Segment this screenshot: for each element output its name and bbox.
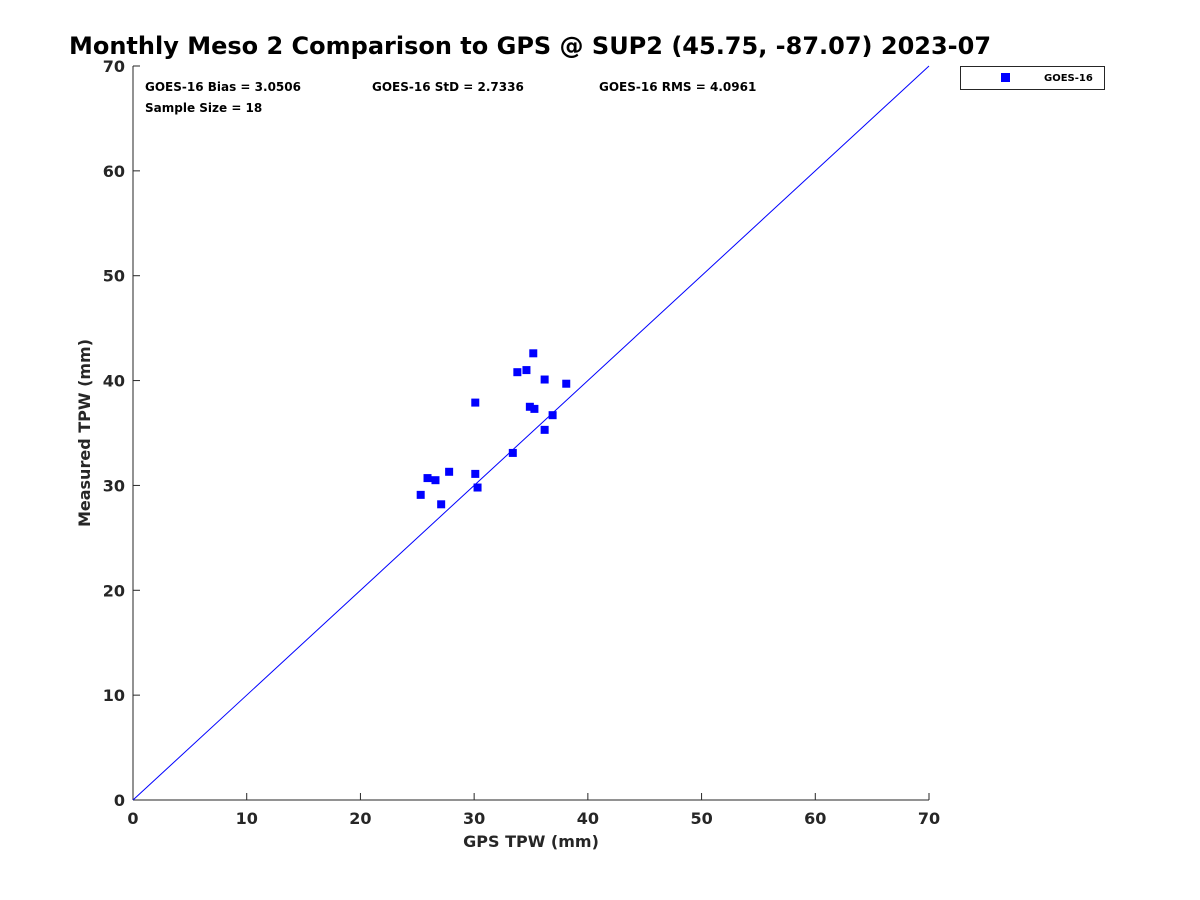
y-tick-label-4: 40 (103, 372, 125, 391)
legend-box (960, 66, 1105, 90)
y-tick-label-7: 70 (103, 57, 125, 76)
data-point-10 (522, 366, 531, 375)
reference-line-group (132, 65, 930, 801)
x-tick-label-3: 30 (463, 809, 485, 828)
data-point-12 (529, 349, 538, 358)
x-tick-label-1: 10 (236, 809, 258, 828)
data-point-2 (431, 476, 440, 485)
x-tick-label-0: 0 (127, 809, 138, 828)
y-axis-label: Measured TPW (mm) (75, 339, 94, 527)
data-point-14 (540, 375, 549, 384)
x-axis-label: GPS TPW (mm) (463, 832, 599, 851)
stat-std: GOES-16 StD = 2.7336 (372, 80, 524, 94)
legend: GOES-16 (960, 66, 1105, 90)
data-point-11 (525, 402, 534, 411)
x-tick-label-4: 40 (577, 809, 599, 828)
data-point-1 (423, 474, 432, 483)
data-point-8 (508, 448, 517, 457)
chart-title: Monthly Meso 2 Comparison to GPS @ SUP2 … (69, 32, 991, 60)
data-point-4 (445, 467, 454, 476)
y-tick-label-1: 10 (103, 686, 125, 705)
data-point-7 (473, 483, 482, 492)
y-tick-label-0: 0 (114, 791, 125, 810)
x-tick-label-7: 70 (918, 809, 940, 828)
data-point-3 (437, 500, 446, 509)
y-tick-label-6: 60 (103, 162, 125, 181)
plot-area: 0 10 20 30 40 50 60 70 0 10 20 30 40 50 60 70 (103, 57, 940, 828)
data-point-0 (416, 490, 425, 499)
legend-marker (1001, 73, 1010, 82)
y-tick-label-2: 20 (103, 581, 125, 600)
stat-bias: GOES-16 Bias = 3.0506 (145, 80, 301, 94)
data-point-5 (471, 398, 480, 407)
data-point-13 (530, 404, 539, 413)
data-point-15 (540, 425, 549, 434)
x-tick-label-6: 60 (804, 809, 826, 828)
ticks: 0 10 20 30 40 50 60 70 0 10 20 30 40 50 60 70 (103, 57, 940, 828)
y-tick-label-5: 50 (103, 267, 125, 286)
legend-label: GOES-16 (1044, 73, 1093, 84)
data-point-9 (513, 368, 522, 377)
data-points (416, 349, 571, 509)
data-point-16 (548, 411, 557, 420)
x-tick-label-5: 50 (690, 809, 712, 828)
one-to-one-line (132, 65, 930, 801)
stat-rms: GOES-16 RMS = 4.0961 (599, 80, 756, 94)
data-point-17 (562, 379, 571, 388)
x-tick-label-2: 20 (349, 809, 371, 828)
y-tick-label-3: 30 (103, 476, 125, 495)
data-point-6 (471, 469, 480, 478)
stat-sample-size: Sample Size = 18 (145, 101, 262, 115)
